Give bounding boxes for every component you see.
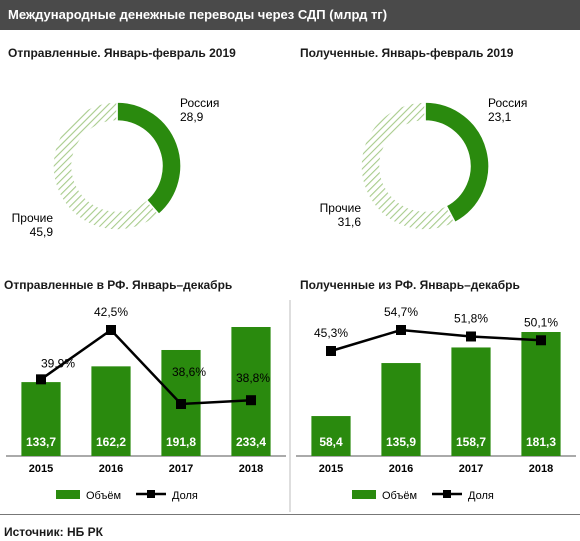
bar-sent-share-label-2018: 38,8% (236, 371, 270, 385)
bar-sent-bar-2018 (231, 327, 271, 456)
bar-sent-bar-2015 (21, 382, 61, 456)
donut-received-value-1: 31,6 (338, 215, 362, 229)
bar-received-bar-2015 (311, 416, 351, 456)
source-note: Источник: НБ РК (4, 525, 103, 539)
donut-sent-label-0: Россия (180, 96, 219, 110)
bar-sent-bar-label-2016: 162,2 (96, 435, 126, 449)
bar-received-share-label-2015: 45,3% (314, 326, 348, 340)
donut-received-slice-russia (424, 101, 490, 224)
donut-received-value-0: 23,1 (488, 110, 512, 124)
bar-received-share-point-2016 (396, 325, 406, 335)
bar-received-share-label-2016: 54,7% (384, 305, 418, 319)
bar-received-legend-share-marker (443, 490, 451, 498)
bar-sent-share-label-2016: 42,5% (94, 305, 128, 319)
header-bar: Международные денежные переводы через СД… (0, 0, 580, 30)
bar-received-bar-label-2015: 58,4 (319, 435, 343, 449)
bar-received-bar-label-2018: 181,3 (526, 435, 556, 449)
bar-sent-share-point-2016 (106, 325, 116, 335)
bar-sent-title: Отправленные в РФ. Январь–декабрь (4, 278, 233, 292)
bar-sent-legend-share-label: Доля (172, 490, 198, 502)
bar-sent-legend-volume-swatch (56, 490, 80, 499)
bar-sent-tick-2015: 2015 (29, 463, 53, 475)
bottom-rule (0, 514, 580, 515)
bar-sent-share-point-2015 (36, 374, 46, 385)
bar-received-bar-label-2017: 158,7 (456, 435, 486, 449)
bar-received-tick-2016: 2016 (389, 463, 413, 475)
bar-received-legend-volume-label: Объём (382, 490, 417, 502)
bar-sent-share-line (40, 328, 252, 406)
bar-received-share-line (330, 328, 542, 353)
bar-sent-share-label-2015: 39,9% (41, 356, 75, 370)
bar-sent-tick-2016: 2016 (99, 463, 123, 475)
bar-received-tick-2015: 2015 (319, 463, 343, 475)
donut-sent-value-0: 28,9 (180, 110, 204, 124)
donut-sent-label-1: Прочие (12, 211, 54, 225)
bar-received-share-point-2015 (326, 346, 336, 356)
page-title: Международные денежные переводы через СД… (8, 7, 388, 22)
bar-sent-tick-2018: 2018 (239, 463, 263, 475)
bar-sent-legend-volume-label: Объём (86, 490, 121, 502)
bar-received-legend-share-label: Доля (468, 490, 494, 502)
bar-received-bar-label-2016: 135,9 (386, 435, 416, 449)
bar-sent-share-point-2017 (176, 399, 186, 409)
donut-sent-slice-other (52, 101, 160, 231)
donut-received-title: Полученные. Январь-февраль 2019 (300, 46, 514, 60)
bar-received-tick-2017: 2017 (459, 463, 483, 475)
bar-received-tick-2018: 2018 (529, 463, 553, 475)
bar-received-share-label-2018: 50,1% (524, 315, 558, 329)
bar-received-bar-2016 (381, 363, 421, 456)
bar-received-bar-2018 (521, 332, 561, 456)
donut-received-label-0: Россия (488, 96, 527, 110)
donut-sent-value-1: 45,9 (30, 225, 54, 239)
bar-received-bar-2017 (451, 347, 491, 456)
bar-sent-bar-2016 (91, 366, 131, 456)
bar-received-share-point-2018 (536, 335, 546, 346)
bar-received-title: Полученные из РФ. Январь–декабрь (300, 278, 520, 292)
bar-sent-bar-label-2018: 233,4 (236, 435, 266, 449)
bar-sent-share-point-2018 (246, 395, 256, 406)
bar-sent-legend-share-marker (147, 490, 155, 498)
bar-received-share-label-2017: 51,8% (454, 311, 488, 325)
bar-sent-share-label-2017: 38,6% (172, 365, 206, 379)
bar-received-legend-volume-swatch (352, 490, 376, 499)
bar-sent-bar-label-2015: 133,7 (26, 435, 56, 449)
donut-received-slice-other (360, 101, 457, 231)
donut-sent-title: Отправленные. Январь-февраль 2019 (8, 46, 236, 60)
bar-sent-tick-2017: 2017 (169, 463, 193, 475)
bar-received-share-point-2017 (466, 331, 476, 342)
donut-received-label-1: Прочие (320, 201, 362, 215)
bar-sent-bar-label-2017: 191,8 (166, 435, 196, 449)
donut-sent-slice-russia (116, 101, 182, 216)
